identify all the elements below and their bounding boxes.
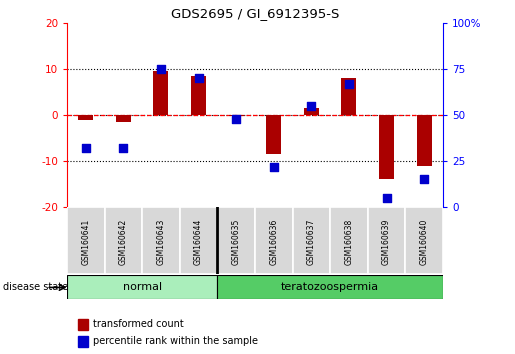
Text: GSM160639: GSM160639 — [382, 219, 391, 265]
Text: normal: normal — [123, 282, 162, 292]
Bar — [304, 108, 319, 115]
Text: GSM160644: GSM160644 — [194, 219, 203, 265]
Bar — [78, 319, 88, 330]
Text: GSM160638: GSM160638 — [345, 219, 353, 265]
Point — [307, 103, 315, 109]
Bar — [330, 207, 368, 274]
Point — [232, 116, 240, 121]
Point — [269, 164, 278, 170]
Text: GSM160637: GSM160637 — [307, 219, 316, 265]
Bar — [105, 207, 142, 274]
Bar — [67, 275, 217, 299]
Bar — [368, 207, 405, 274]
Point — [195, 75, 203, 81]
Bar — [217, 275, 443, 299]
Bar — [405, 207, 443, 274]
Text: GSM160641: GSM160641 — [81, 219, 90, 265]
Text: GSM160642: GSM160642 — [119, 219, 128, 265]
Bar — [379, 115, 394, 179]
Text: GSM160640: GSM160640 — [420, 219, 428, 265]
Bar — [78, 336, 88, 347]
Text: GSM160635: GSM160635 — [232, 219, 241, 265]
Point — [81, 145, 90, 151]
Point — [119, 145, 128, 151]
Text: disease state: disease state — [3, 282, 67, 292]
Bar — [116, 115, 131, 122]
Bar — [341, 78, 356, 115]
Point — [157, 66, 165, 72]
Text: GSM160643: GSM160643 — [157, 219, 165, 265]
Bar — [255, 207, 293, 274]
Bar — [142, 207, 180, 274]
Bar — [217, 207, 255, 274]
Text: GSM160636: GSM160636 — [269, 219, 278, 265]
Bar — [229, 115, 244, 116]
Bar — [293, 207, 330, 274]
Text: transformed count: transformed count — [93, 319, 183, 329]
Bar — [78, 115, 93, 120]
Bar — [153, 72, 168, 115]
Bar — [180, 207, 217, 274]
Text: teratozoospermia: teratozoospermia — [281, 282, 379, 292]
Point — [382, 195, 390, 201]
Point — [345, 81, 353, 87]
Bar — [266, 115, 281, 154]
Text: percentile rank within the sample: percentile rank within the sample — [93, 336, 258, 346]
Point — [420, 177, 428, 182]
Bar — [191, 76, 206, 115]
Title: GDS2695 / GI_6912395-S: GDS2695 / GI_6912395-S — [171, 7, 339, 21]
Bar — [67, 207, 105, 274]
Bar — [417, 115, 432, 166]
